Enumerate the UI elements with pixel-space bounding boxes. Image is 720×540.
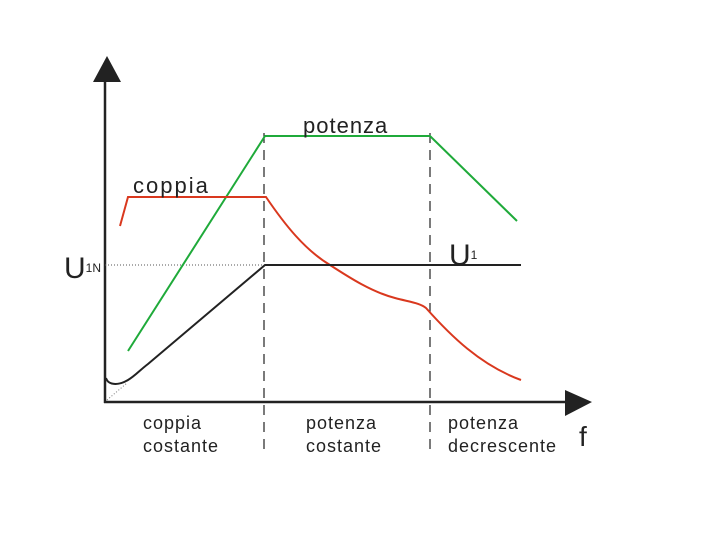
torque-curve bbox=[119, 196, 522, 381]
region-label: costante bbox=[143, 436, 219, 456]
region-label: potenza bbox=[448, 413, 519, 433]
symbol: U bbox=[449, 239, 471, 272]
x-arrow bbox=[565, 390, 592, 416]
torque-label: coppia bbox=[133, 173, 210, 198]
voltage-curve bbox=[105, 264, 521, 385]
rated-voltage-label: U1N bbox=[64, 252, 101, 285]
voltage-label: U1 bbox=[449, 239, 478, 272]
origin-guide bbox=[106, 382, 128, 401]
power-curve bbox=[127, 135, 518, 352]
x-axis-label: f bbox=[579, 421, 587, 452]
power-label: potenza bbox=[303, 113, 388, 138]
region-label: coppia bbox=[143, 413, 202, 433]
region-label: potenza bbox=[306, 413, 377, 433]
symbol: U bbox=[64, 252, 86, 285]
region-label: costante bbox=[306, 436, 382, 456]
subscript: 1N bbox=[86, 261, 101, 275]
region-label: decrescente bbox=[448, 436, 557, 456]
subscript: 1 bbox=[471, 248, 478, 262]
y-arrow bbox=[93, 56, 121, 82]
